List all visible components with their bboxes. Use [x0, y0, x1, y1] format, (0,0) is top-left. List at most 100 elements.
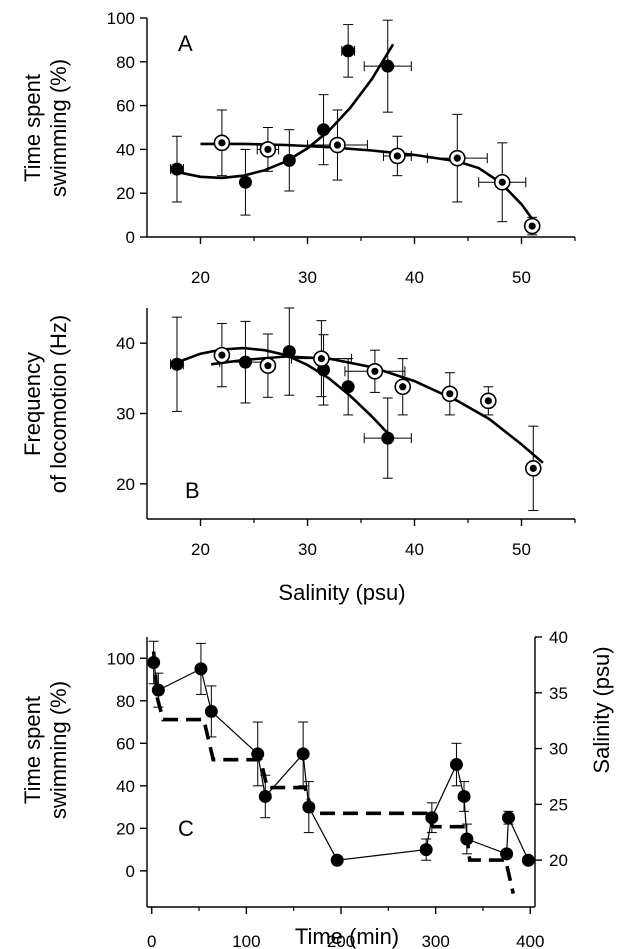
- panel-c-ylabel-line1: Time spent: [20, 696, 45, 804]
- panel-b: 20 30 40 50 20 30 40 B Frequency of locomotion…: [20, 307, 576, 605]
- y-tick-label: 0: [126, 228, 135, 247]
- y-tick-label: 80: [116, 53, 135, 72]
- x-tick-label: 300: [421, 932, 449, 949]
- panel-c: 0 100 200 300 400 0 20 40 60 80 100 20 25 30 35 40 C Ti…: [20, 628, 614, 949]
- data-point-filled: [419, 843, 433, 857]
- x-tick-label: 40: [405, 268, 424, 287]
- x-tick-label: 30: [298, 540, 317, 559]
- data-point-open-center: [399, 383, 407, 391]
- x-tick-label: 100: [232, 932, 260, 949]
- panel-b-xlabel: Salinity (psu): [278, 580, 405, 605]
- data-point-filled: [194, 662, 208, 676]
- y-tick-label: 40: [116, 334, 135, 353]
- data-point-filled: [238, 175, 252, 189]
- data-point-filled: [502, 811, 516, 825]
- data-point-open-center: [264, 362, 272, 370]
- x-tick-label: 20: [191, 540, 210, 559]
- y-tick-label: 80: [116, 692, 135, 711]
- panel-a-fits: [173, 43, 539, 227]
- y-tick-label: 30: [116, 405, 135, 424]
- data-point-filled: [302, 800, 316, 814]
- panel-b-label: B: [185, 478, 200, 503]
- data-point-filled: [151, 683, 165, 697]
- data-point-open-center: [218, 351, 226, 359]
- data-point-open-center: [333, 141, 342, 149]
- data-point-open-center: [498, 178, 506, 186]
- y-tick-label: 0: [126, 862, 135, 881]
- y-tick-label: 60: [116, 734, 135, 753]
- panel-c-label: C: [178, 816, 194, 841]
- x-tick-label: 200: [327, 932, 355, 949]
- x-tick-label: 50: [512, 540, 531, 559]
- x-tick-label: 50: [512, 268, 531, 287]
- panel-c-swimming: [147, 640, 535, 867]
- data-point-filled: [251, 747, 265, 761]
- data-point-open-center: [453, 154, 461, 162]
- data-point-filled: [341, 44, 355, 58]
- data-point-open-center: [393, 152, 401, 160]
- panel-a-ticks: 20 30 40 50 0 20 40 60 80 100: [107, 9, 576, 287]
- y2-tick-label: 25: [549, 795, 568, 814]
- y-tick-label: 60: [116, 97, 135, 116]
- x-tick-label: 400: [516, 932, 544, 949]
- data-point-filled: [204, 704, 218, 718]
- y-tick-label: 20: [116, 184, 135, 203]
- data-point-filled: [238, 355, 252, 369]
- y2-tick-label: 20: [549, 851, 568, 870]
- y2-tick-label: 40: [549, 628, 568, 647]
- data-point-open-center: [317, 355, 326, 363]
- y-tick-label: 100: [107, 9, 135, 28]
- x-tick-label: 30: [298, 268, 317, 287]
- data-point-open-center: [218, 139, 226, 147]
- data-point-filled: [460, 832, 474, 846]
- data-point-open-center: [371, 367, 379, 375]
- data-point-filled: [282, 345, 296, 359]
- data-point-filled: [330, 853, 344, 867]
- x-tick-label: 40: [405, 540, 424, 559]
- data-point-filled: [457, 789, 471, 803]
- data-point-filled: [296, 747, 310, 761]
- fit-curve: [173, 346, 395, 440]
- panel-a-ylabel-line2: swimming (%): [46, 59, 71, 197]
- data-point-open-center: [484, 397, 492, 405]
- y-tick-label: 20: [116, 475, 135, 494]
- data-point-filled: [170, 357, 184, 371]
- panel-c-ticks: 0 100 200 300 400 0 20 40 60 80 100 20 25 30 35 40: [107, 628, 568, 949]
- data-point-filled: [381, 431, 395, 445]
- y-tick-label: 40: [116, 140, 135, 159]
- y2-tick-label: 35: [549, 684, 568, 703]
- data-point-filled: [170, 162, 184, 176]
- y-tick-label: 100: [107, 649, 135, 668]
- panel-a-label: A: [178, 31, 193, 56]
- y-tick-label: 20: [116, 819, 135, 838]
- data-point-filled: [317, 123, 331, 137]
- panel-b-ylabel-line2: of locomotion (Hz): [46, 315, 71, 494]
- panel-b-ylabel-line1: Frequency: [20, 352, 45, 456]
- panel-c-y2label: Salinity (psu): [589, 646, 614, 773]
- data-point-filled: [449, 758, 463, 772]
- panel-a: 20 30 40 50 0 20 40 60 80 100 A Time spent swimmi…: [20, 9, 576, 287]
- data-point-filled: [381, 59, 395, 73]
- data-point-open-center: [264, 145, 272, 153]
- data-point-open-center: [446, 390, 454, 398]
- panel-a-points: [170, 19, 541, 236]
- salinity-line: [151, 651, 515, 894]
- data-point-filled: [500, 847, 514, 861]
- data-point-filled: [341, 380, 355, 394]
- data-point-filled: [147, 656, 161, 670]
- panel-c-ylabel-line2: swimming (%): [46, 681, 71, 819]
- panel-b-ticks: 20 30 40 50 20 30 40: [116, 334, 576, 559]
- swimming-line: [153, 662, 529, 861]
- panel-c-xlabel: Time (min): [295, 924, 399, 949]
- y2-tick-label: 30: [549, 740, 568, 759]
- x-tick-label: 20: [191, 268, 210, 287]
- data-point-filled: [258, 789, 272, 803]
- data-point-filled: [521, 853, 535, 867]
- data-point-filled: [282, 153, 296, 167]
- panel-b-points: [170, 307, 542, 512]
- data-point-filled: [425, 811, 439, 825]
- data-point-open-center: [529, 464, 537, 472]
- panel-c-salinity: [151, 651, 515, 894]
- panel-a-ylabel-line1: Time spent: [20, 74, 45, 182]
